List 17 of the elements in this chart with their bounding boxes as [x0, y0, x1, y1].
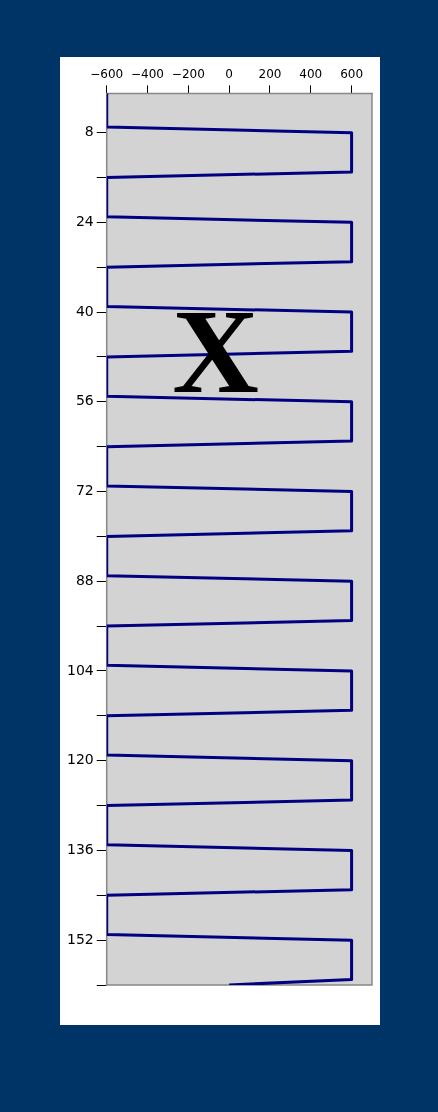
- x-tick-label: −200: [171, 67, 205, 82]
- x-tick-label: 200: [258, 67, 282, 82]
- x-tick-label: −400: [131, 67, 165, 82]
- x-tick-label: 400: [299, 67, 323, 82]
- y-tick-label: 136: [66, 841, 94, 858]
- y-tick-label: 104: [66, 661, 94, 678]
- y-tick-label: 120: [66, 751, 94, 768]
- y-tick-label: 72: [75, 482, 94, 499]
- x-tick-label: 600: [340, 67, 364, 82]
- y-tick-label: 24: [75, 213, 94, 230]
- y-tick-label: 40: [75, 302, 94, 319]
- y-tick-label: 88: [75, 571, 94, 588]
- x-tick-label: −600: [90, 67, 124, 82]
- x-tick-label: 0: [225, 67, 233, 82]
- y-tick-label: 8: [84, 123, 94, 140]
- y-tick-label: 152: [66, 930, 94, 947]
- y-tick-label: 56: [75, 392, 94, 409]
